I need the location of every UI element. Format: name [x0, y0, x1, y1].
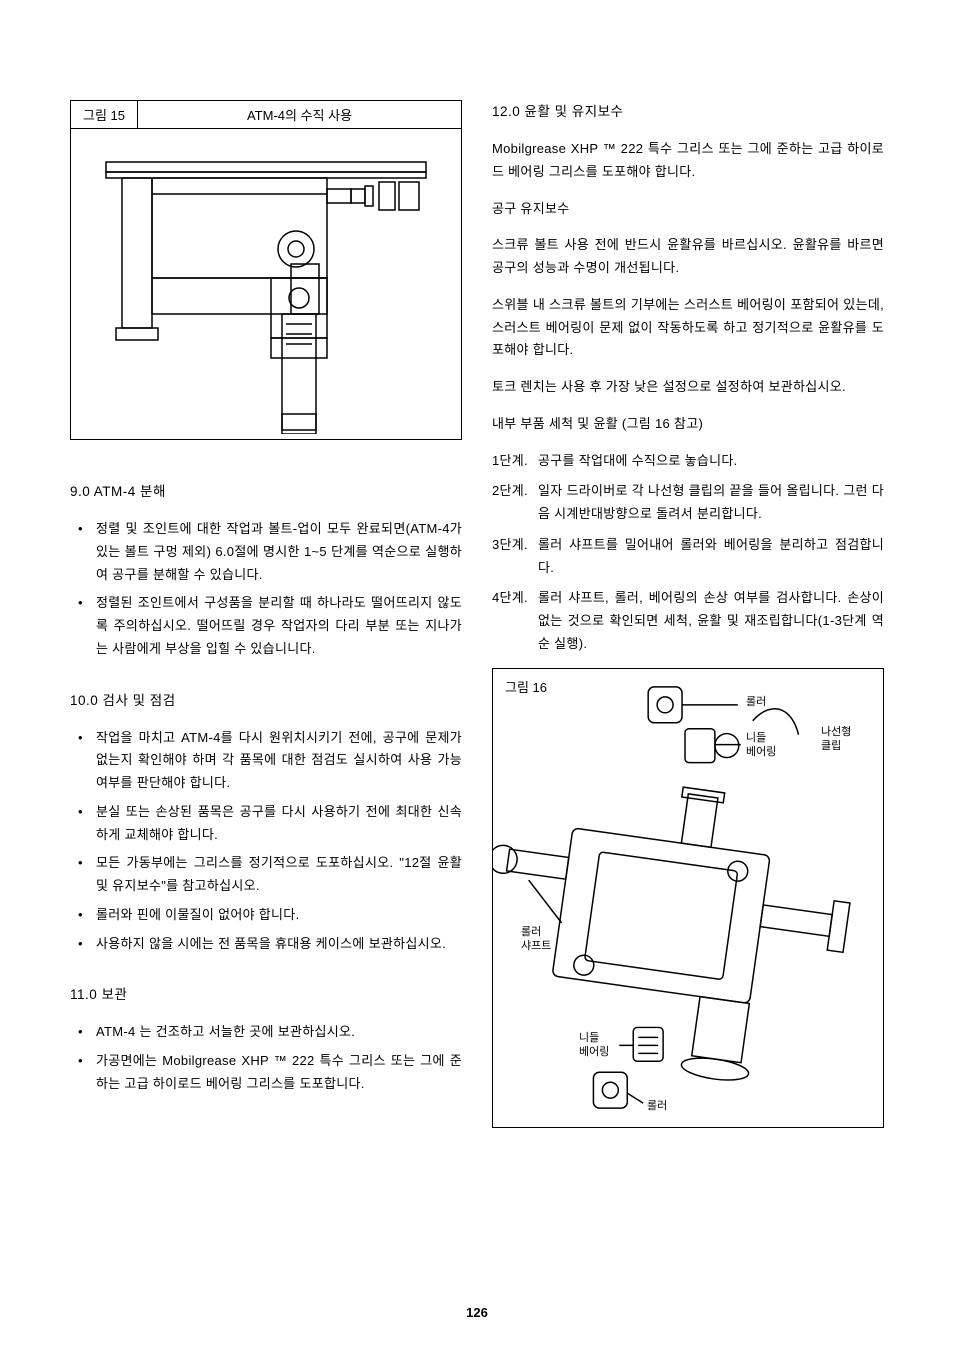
list-item: 작업을 마치고 ATM-4를 다시 원위치시키기 전에, 공구에 문제가 없는지… [96, 727, 462, 795]
step-text: 롤러 샤프트, 롤러, 베어링의 손상 여부를 검사합니다. 손상이 없는 것으… [492, 587, 884, 655]
paragraph: 스크류 볼트 사용 전에 반드시 윤활유를 바르십시오. 윤활유를 바르면 공구… [492, 234, 884, 280]
step-1: 1단계. 공구를 작업대에 수직으로 놓습니다. [492, 450, 884, 473]
step-label: 3단계. [492, 534, 528, 557]
section-9-heading: 9.0 ATM-4 분해 [70, 480, 462, 500]
list-item: ATM-4 는 건조하고 서늘한 곳에 보관하십시오. [96, 1021, 462, 1044]
section-12-heading: 12.0 윤활 및 유지보수 [492, 100, 884, 120]
annot-needle-bearing-top: 니들 베어링 [746, 731, 776, 760]
section-10-list: 작업을 마치고 ATM-4를 다시 원위치시키기 전에, 공구에 문제가 없는지… [70, 727, 462, 956]
figure-15-svg [96, 134, 436, 434]
figure-15: 그림 15 ATM-4의 수직 사용 [70, 100, 462, 440]
step-4: 4단계. 롤러 샤프트, 롤러, 베어링의 손상 여부를 검사합니다. 손상이 … [492, 587, 884, 655]
annot-roller-top: 롤러 [746, 695, 766, 709]
figure-15-title: ATM-4의 수직 사용 [138, 101, 461, 128]
list-item: 모든 가동부에는 그리스를 정기적으로 도포하십시오. "12절 윤활 및 유지… [96, 852, 462, 898]
list-item: 분실 또는 손상된 품목은 공구를 다시 사용하기 전에 최대한 신속하게 교체… [96, 801, 462, 847]
list-item: 정렬된 조인트에서 구성품을 분리할 때 하나라도 떨어뜨리지 않도록 주의하십… [96, 592, 462, 660]
section-10-heading: 10.0 검사 및 점검 [70, 689, 462, 709]
section-9-list: 정렬 및 조인트에 대한 작업과 볼트-업이 모두 완료되면(ATM-4가 있는… [70, 518, 462, 661]
list-item: 가공면에는 Mobilgrease XHP ™ 222 특수 그리스 또는 그에… [96, 1050, 462, 1096]
list-item: 정렬 및 조인트에 대한 작업과 볼트-업이 모두 완료되면(ATM-4가 있는… [96, 518, 462, 586]
paragraph: 내부 부품 세척 및 윤활 (그림 16 참고) [492, 413, 884, 436]
paragraph: 토크 렌치는 사용 후 가장 낮은 설정으로 설정하여 보관하십시오. [492, 376, 884, 399]
right-column: 12.0 윤활 및 유지보수 Mobilgrease XHP ™ 222 특수 … [492, 100, 884, 1128]
step-text: 공구를 작업대에 수직으로 놓습니다. [492, 450, 884, 473]
step-2: 2단계. 일자 드라이버로 각 나선형 클립의 끝을 들어 올립니다. 그런 다… [492, 480, 884, 526]
paragraph: 스위블 내 스크류 볼트의 기부에는 스러스트 베어링이 포함되어 있는데, 스… [492, 294, 884, 362]
figure-15-label: 그림 15 [71, 101, 138, 128]
section-11-heading: 11.0 보관 [70, 983, 462, 1003]
list-item: 사용하지 않을 시에는 전 품목을 휴대용 케이스에 보관하십시오. [96, 933, 462, 956]
annot-spiral-clip: 나선형 클립 [821, 725, 851, 754]
step-text: 일자 드라이버로 각 나선형 클립의 끝을 들어 올립니다. 그런 다음 시계반… [492, 480, 884, 526]
step-label: 4단계. [492, 587, 528, 610]
section-11-list: ATM-4 는 건조하고 서늘한 곳에 보관하십시오. 가공면에는 Mobilg… [70, 1021, 462, 1095]
left-column: 그림 15 ATM-4의 수직 사용 [70, 100, 462, 1128]
figure-16: 그림 16 [492, 668, 884, 1128]
step-label: 1단계. [492, 450, 528, 473]
paragraph: 공구 유지보수 [492, 198, 884, 221]
step-text: 롤러 샤프트를 밀어내어 롤러와 베어링을 분리하고 점검합니다. [492, 534, 884, 580]
list-item: 롤러와 핀에 이물질이 없어야 합니다. [96, 904, 462, 927]
step-label: 2단계. [492, 480, 528, 503]
step-3: 3단계. 롤러 샤프트를 밀어내어 롤러와 베어링을 분리하고 점검합니다. [492, 534, 884, 580]
annot-needle-bearing-bottom: 니들 베어링 [579, 1031, 609, 1060]
figure-15-diagram [71, 129, 461, 439]
figure-15-header: 그림 15 ATM-4의 수직 사용 [71, 101, 461, 129]
paragraph: Mobilgrease XHP ™ 222 특수 그리스 또는 그에 준하는 고… [492, 138, 884, 184]
annot-roller-shaft: 롤러 샤프트 [521, 925, 551, 954]
page-number: 126 [0, 1305, 954, 1320]
annot-roller-bottom: 롤러 [647, 1099, 667, 1113]
figure-16-diagram: 롤러 니들 베어링 나선형 클립 롤러 샤프트 니들 베어링 롤러 [493, 669, 883, 1127]
page-content: 그림 15 ATM-4의 수직 사용 [70, 100, 884, 1128]
